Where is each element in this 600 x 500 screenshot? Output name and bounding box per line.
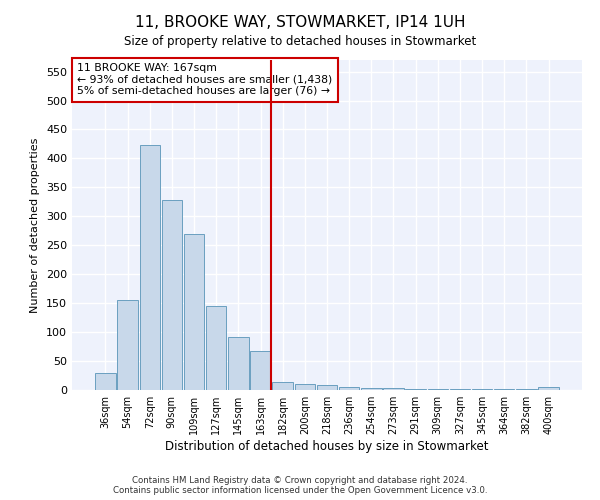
Bar bbox=[339, 387, 359, 390]
Bar bbox=[228, 336, 248, 390]
Text: 11 BROOKE WAY: 167sqm
← 93% of detached houses are smaller (1,438)
5% of semi-de: 11 BROOKE WAY: 167sqm ← 93% of detached … bbox=[77, 64, 332, 96]
Bar bbox=[140, 145, 160, 390]
Text: Contains HM Land Registry data © Crown copyright and database right 2024.
Contai: Contains HM Land Registry data © Crown c… bbox=[113, 476, 487, 495]
Text: 11, BROOKE WAY, STOWMARKET, IP14 1UH: 11, BROOKE WAY, STOWMARKET, IP14 1UH bbox=[135, 15, 465, 30]
Bar bbox=[272, 382, 293, 390]
Bar bbox=[406, 389, 426, 390]
Bar bbox=[184, 234, 204, 390]
Y-axis label: Number of detached properties: Number of detached properties bbox=[31, 138, 40, 312]
Bar bbox=[206, 306, 226, 390]
Bar bbox=[361, 388, 382, 390]
Bar bbox=[317, 386, 337, 390]
X-axis label: Distribution of detached houses by size in Stowmarket: Distribution of detached houses by size … bbox=[165, 440, 489, 453]
Bar bbox=[538, 387, 559, 390]
Bar bbox=[250, 350, 271, 390]
Bar bbox=[383, 388, 404, 390]
Bar bbox=[95, 372, 116, 390]
Bar bbox=[118, 300, 138, 390]
Text: Size of property relative to detached houses in Stowmarket: Size of property relative to detached ho… bbox=[124, 35, 476, 48]
Bar bbox=[295, 384, 315, 390]
Bar bbox=[428, 389, 448, 390]
Bar bbox=[161, 200, 182, 390]
